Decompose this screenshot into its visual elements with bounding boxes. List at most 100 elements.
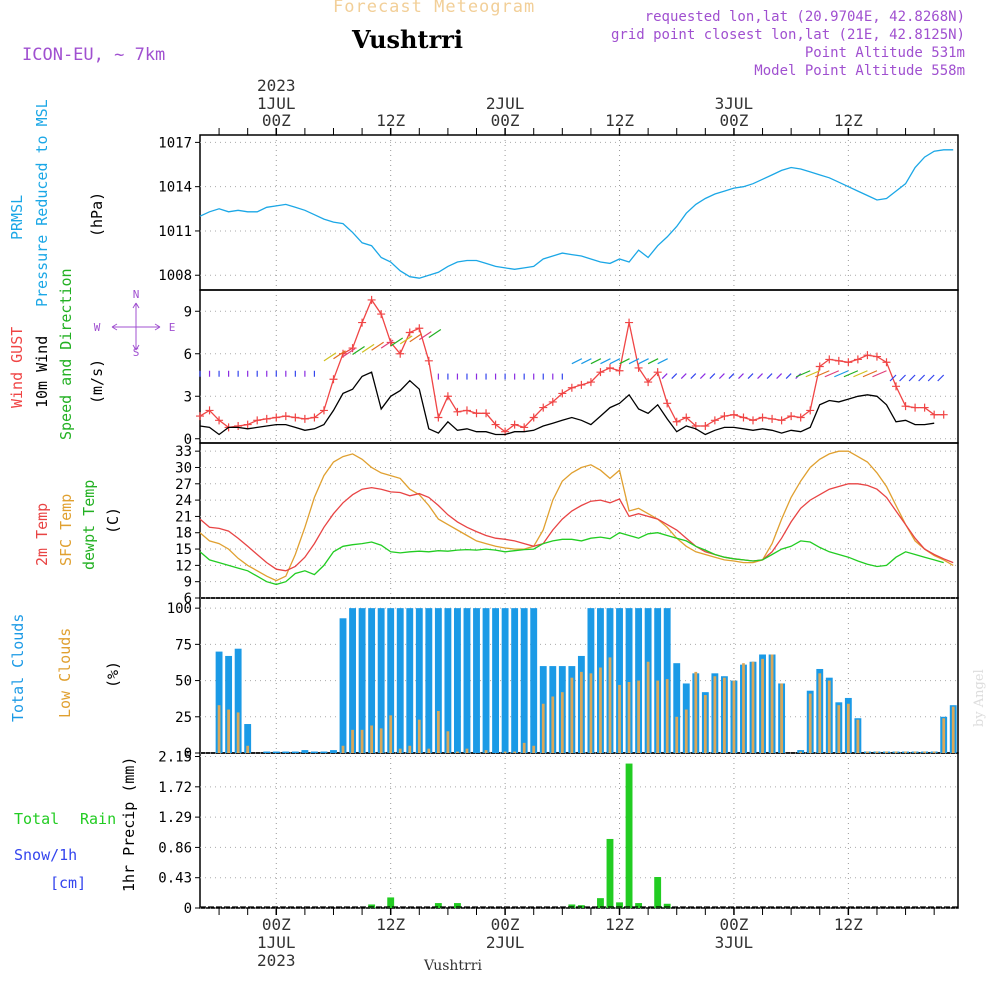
low-cloud-bar: [456, 751, 459, 753]
rain-bar: [616, 902, 623, 908]
gust-marker: [872, 352, 881, 361]
gust-marker: [539, 403, 548, 412]
gust-marker: [682, 413, 691, 422]
wind-direction-arrow: [342, 348, 356, 358]
point-altitude: Point Altitude 531m: [804, 45, 965, 61]
low-cloud-bar: [417, 719, 421, 753]
total-cloud-bar: [616, 608, 623, 753]
low-cloud-bar: [780, 683, 783, 753]
grid-point-coords: grid point closest lon,lat (21E, 42.8125…: [610, 27, 965, 43]
low-cloud-bar: [742, 663, 745, 753]
wind-direction-arrow: [571, 358, 583, 365]
low-cloud-bar: [513, 751, 517, 753]
temp-y-tick-label: 18: [175, 526, 192, 542]
bottom-time-label: 00Z: [719, 915, 748, 934]
precip-y-tick-label: 0.43: [158, 871, 192, 887]
wind-speed-line: [199, 371, 935, 436]
compass-north-label: N: [133, 288, 140, 301]
low-cloud-bar: [618, 684, 621, 753]
low-cloud-bar: [503, 751, 507, 753]
gust-marker: [672, 417, 681, 426]
low-cloud-bar: [646, 661, 650, 753]
snow-label: Snow/1h: [14, 846, 78, 864]
low-cloud-bar: [627, 682, 631, 753]
top-time-label: 00Z: [491, 111, 520, 130]
precip-y-tick-label: 1.29: [158, 810, 192, 826]
gust-marker: [739, 413, 748, 422]
wind-dir-label: Speed and Direction: [57, 268, 75, 440]
wind-direction-arrow: [609, 358, 621, 365]
temp-y-tick-label: 12: [175, 558, 192, 574]
precip-y-tick-label: 0: [184, 901, 192, 917]
gust-marker: [777, 416, 786, 425]
low-cloud-bar: [713, 676, 717, 753]
wind-direction-arrow: [709, 373, 716, 380]
precip-y-tick-label: 1.72: [158, 780, 192, 796]
gust-line: [199, 298, 944, 433]
temp-unit-label: (C): [104, 506, 122, 534]
wind-direction-arrow: [581, 358, 592, 365]
total-cloud-bar: [473, 608, 480, 753]
gust-marker: [901, 402, 910, 411]
low-cloud-bar: [370, 725, 373, 753]
gust-marker: [453, 407, 462, 416]
wind-direction-arrow: [352, 345, 365, 355]
precip-y-tick-label: 0.86: [158, 840, 192, 856]
total-cloud-bar: [310, 751, 318, 753]
gust-marker: [548, 397, 557, 406]
total-cloud-bar: [482, 608, 490, 753]
temp-y-tick-label: 33: [175, 444, 192, 460]
total-cloud-bar: [282, 751, 290, 753]
low-cloud-bar: [436, 710, 440, 753]
low-cloud-bar: [427, 748, 431, 753]
wind-direction-arrow: [872, 370, 887, 378]
wind-direction-arrow: [590, 358, 602, 365]
total-cloud-bar: [396, 608, 404, 753]
top-time-label: 12Z: [834, 111, 863, 130]
total-cloud-bar: [272, 751, 280, 753]
prmsl-line: [199, 149, 954, 279]
low-cloud-bar: [589, 673, 593, 753]
wind-direction-arrow: [418, 331, 432, 341]
requested-coords: requested lon,lat (20.9704E, 42.8268N): [644, 9, 965, 25]
low-cloud-bar: [446, 731, 450, 753]
gust-marker: [768, 414, 777, 423]
gust-label: Wind GUST: [8, 326, 26, 408]
model-label: ICON-EU, ~ 7km: [22, 45, 166, 65]
wind-direction-arrow: [843, 370, 859, 378]
wind-y-tick-label: 0: [184, 432, 192, 448]
low-cloud-bar: [751, 661, 755, 753]
precip-y-tick-label: 2.15: [158, 750, 192, 766]
low-cloud-bar: [341, 745, 345, 753]
wind-direction-arrow: [371, 341, 384, 351]
gust-marker: [310, 413, 319, 422]
bottom-time-label: 3JUL: [715, 933, 754, 952]
low-cloud-bar: [236, 712, 240, 753]
low-cloud-bar: [522, 742, 526, 753]
gust-marker: [472, 409, 481, 418]
rain-bar: [635, 903, 643, 908]
low-cloud-bar: [398, 748, 402, 753]
gust-marker: [510, 420, 519, 429]
top-time-label: 12Z: [376, 111, 405, 130]
total-cloud-bar: [339, 618, 347, 753]
rain-bar: [387, 897, 395, 908]
sfc-temp-line: [199, 450, 954, 582]
bottom-time-label: 2023: [257, 951, 296, 970]
temp-y-tick-label: 6: [184, 591, 192, 607]
total-cloud-bar: [434, 608, 442, 753]
gust-marker: [253, 416, 262, 425]
top-time-label: 2JUL: [486, 94, 525, 113]
gust-marker: [586, 378, 595, 387]
wind-direction-arrow: [795, 370, 811, 378]
low-cloud-bar: [560, 692, 564, 753]
compass-south-label: S: [133, 346, 140, 359]
gust-marker: [319, 406, 328, 415]
total-cloud-bar: [358, 608, 366, 753]
gust-marker: [729, 410, 738, 419]
gust-marker: [853, 355, 862, 364]
low-cloud-bar: [866, 751, 869, 753]
total-cloud-bar: [320, 751, 328, 753]
low-cloud-bar: [580, 671, 583, 753]
